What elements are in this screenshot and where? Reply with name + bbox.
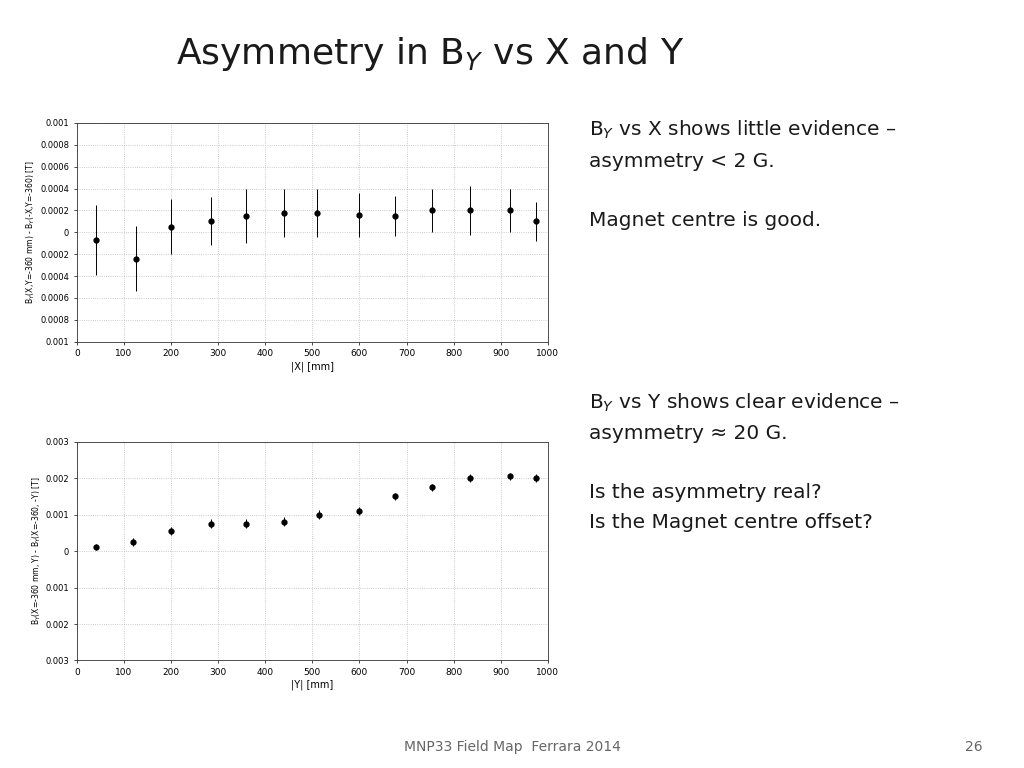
Text: 26: 26 bbox=[966, 740, 983, 754]
Text: Asymmetry in B$_{Y}$ vs X and Y: Asymmetry in B$_{Y}$ vs X and Y bbox=[176, 35, 684, 72]
Y-axis label: B$_{Y}$(X=-360 mm, Y) - B$_{Y}$(X=-360, -Y) [T]: B$_{Y}$(X=-360 mm, Y) - B$_{Y}$(X=-360, … bbox=[30, 477, 43, 625]
Text: B$_{Y}$ vs X shows little evidence –
asymmetry < 2 G.

Magnet centre is good.: B$_{Y}$ vs X shows little evidence – asy… bbox=[589, 119, 896, 230]
Y-axis label: B$_{Y}$(X,Y=-360 mm) - B$_{Y}$(-X,Y=-360) [T]: B$_{Y}$(X,Y=-360 mm) - B$_{Y}$(-X,Y=-360… bbox=[25, 161, 38, 304]
X-axis label: |X| [mm]: |X| [mm] bbox=[291, 361, 334, 372]
X-axis label: |Y| [mm]: |Y| [mm] bbox=[291, 680, 334, 690]
Text: B$_{Y}$ vs Y shows clear evidence –
asymmetry ≈ 20 G.

Is the asymmetry real?
Is: B$_{Y}$ vs Y shows clear evidence – asym… bbox=[589, 392, 899, 532]
Text: MNP33 Field Map  Ferrara 2014: MNP33 Field Map Ferrara 2014 bbox=[403, 740, 621, 754]
